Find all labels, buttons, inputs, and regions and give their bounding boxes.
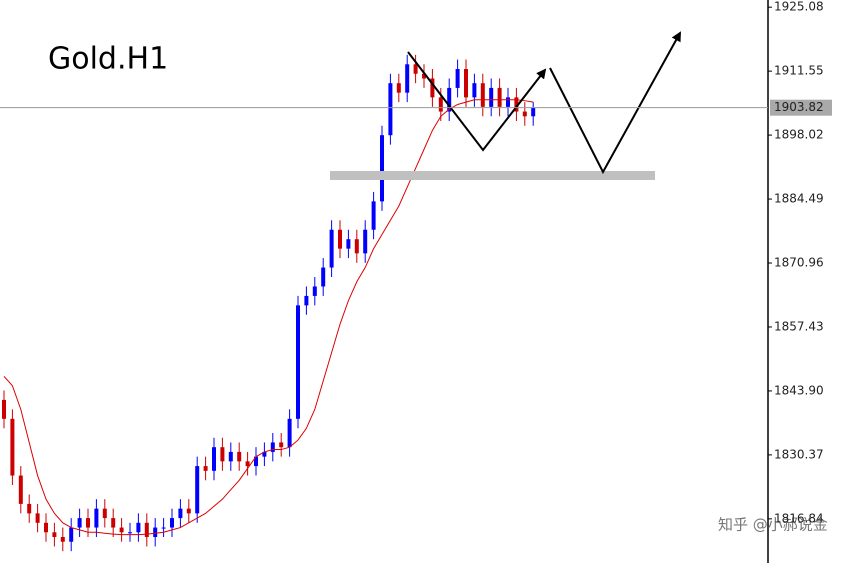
candle-body — [153, 527, 158, 538]
candle-body — [304, 295, 309, 306]
plot-area — [2, 54, 536, 552]
candle-body — [464, 69, 468, 98]
candle-body — [203, 466, 208, 471]
last-price-label: 1903.82 — [774, 100, 824, 114]
candle-body — [77, 518, 82, 528]
candle-body — [506, 97, 510, 107]
candle-body — [94, 508, 99, 528]
candle-body — [161, 527, 166, 529]
candle-body — [220, 447, 225, 462]
candle-body — [228, 451, 233, 462]
y-tick-label: 1911.55 — [774, 64, 824, 78]
candle-body — [186, 508, 191, 514]
candle-body — [102, 508, 107, 519]
candle-body — [497, 87, 502, 107]
candle-body — [144, 522, 149, 538]
candle-body — [413, 64, 418, 74]
support-zone — [330, 171, 655, 180]
chart-title: Gold.H1 — [48, 42, 168, 77]
arrow-path — [549, 31, 681, 175]
candle-body — [438, 97, 443, 112]
candle-body — [270, 442, 275, 452]
candle-body — [178, 508, 183, 519]
candle-body — [321, 267, 326, 287]
candle-body — [119, 527, 124, 533]
candle-body — [405, 64, 410, 93]
candle-body — [363, 229, 368, 254]
candle-body — [354, 239, 359, 254]
candle-body — [312, 286, 317, 296]
y-tick-label: 1830.37 — [774, 447, 824, 461]
candle-body — [195, 466, 200, 514]
watermark: 知乎 @小郝说金 — [718, 516, 828, 534]
candle-body — [489, 87, 494, 107]
candle-body — [346, 239, 351, 249]
candle-body — [2, 399, 6, 419]
candle-body — [514, 97, 519, 112]
y-tick-label: 1857.43 — [774, 319, 824, 333]
candle-body — [69, 527, 74, 542]
candle-body — [338, 229, 342, 249]
candle-body — [35, 513, 40, 523]
candle-body — [396, 83, 401, 93]
candle-body — [480, 83, 485, 107]
candle-body — [237, 451, 242, 462]
candle-body — [455, 69, 460, 88]
candle-body — [296, 305, 300, 419]
candle-body — [254, 456, 258, 467]
y-tick-label: 1884.49 — [774, 192, 824, 206]
candle-body — [287, 418, 292, 448]
candle-body — [422, 73, 426, 79]
y-tick-label: 1816.84 — [774, 511, 824, 525]
candle-body — [522, 111, 527, 117]
candle-body — [111, 518, 116, 528]
y-tick-label: 1898.02 — [774, 128, 824, 142]
y-tick-label: 1843.90 — [774, 383, 824, 397]
candle-body — [27, 503, 32, 514]
candle-body — [10, 418, 15, 476]
candle-body — [371, 201, 376, 230]
candle-body — [388, 83, 393, 136]
candle-body — [86, 518, 90, 528]
candle-body — [128, 532, 132, 534]
candle-body — [44, 522, 48, 533]
candle-body — [245, 461, 250, 467]
candle-body — [447, 87, 452, 112]
candle-body — [472, 83, 477, 98]
candle-body — [170, 518, 174, 528]
moving-average — [3, 99, 534, 536]
candle-body — [60, 537, 65, 542]
y-tick-label: 1925.08 — [774, 0, 824, 14]
candle-body — [136, 522, 141, 533]
candle-body — [18, 475, 23, 504]
last-price-box — [770, 99, 832, 116]
candle-body — [531, 107, 536, 117]
arrow-path — [407, 51, 547, 152]
candle-body — [329, 229, 334, 268]
candle-body — [430, 78, 435, 98]
y-tick-label: 1870.96 — [774, 256, 824, 270]
candle-body — [262, 451, 267, 457]
candle-body — [279, 442, 284, 448]
candle-body — [52, 532, 57, 538]
candle-body — [380, 135, 384, 202]
candle-body — [212, 447, 216, 471]
